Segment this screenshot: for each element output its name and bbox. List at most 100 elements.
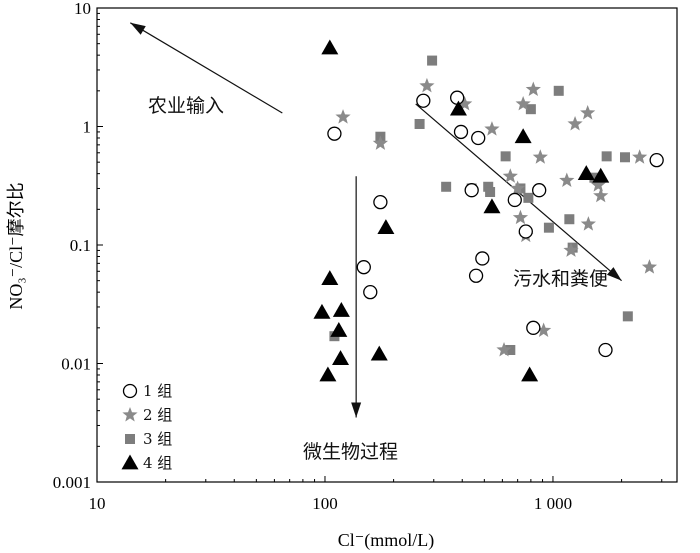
y-tick-label: 0.001 xyxy=(53,473,91,492)
data-point-series-1 xyxy=(363,285,378,300)
data-point-series-2 xyxy=(502,168,518,183)
data-point-series-2 xyxy=(563,242,579,257)
data-point-series-3 xyxy=(505,344,516,355)
data-point-series-3 xyxy=(525,104,536,115)
legend-label-2: 2 组 xyxy=(143,406,172,424)
data-point-series-1 xyxy=(526,320,541,335)
annotation-microbial: 微生物过程 xyxy=(303,441,398,463)
data-point-series-2 xyxy=(536,322,552,337)
data-point-series-1 xyxy=(453,124,469,140)
trend-arrow-head xyxy=(351,402,362,418)
x-tick-label: 10 xyxy=(89,494,106,513)
trend-arrow-head xyxy=(606,267,622,281)
data-point-series-3 xyxy=(427,55,438,66)
data-point-series-2 xyxy=(559,172,575,187)
y-tick-label: 1 xyxy=(83,118,92,137)
data-point-series-4 xyxy=(313,303,331,319)
data-point-series-2 xyxy=(580,216,596,231)
data-point-series-2 xyxy=(510,180,526,195)
legend-label-3: 3 组 xyxy=(143,430,172,448)
legend-marker-1 xyxy=(122,383,138,399)
data-point-series-3 xyxy=(601,151,612,162)
data-point-series-3 xyxy=(500,151,511,162)
data-point-series-1 xyxy=(507,192,522,208)
data-point-series-1 xyxy=(356,260,371,275)
data-point-series-1 xyxy=(475,251,490,266)
data-point-series-2 xyxy=(580,105,596,120)
data-point-series-2 xyxy=(372,135,388,150)
data-point-series-1 xyxy=(450,90,465,105)
data-point-series-4 xyxy=(483,198,501,214)
data-point-series-4 xyxy=(449,100,467,116)
y-axis-label: NO₃⁻/Cl⁻摩尔比 xyxy=(6,182,26,309)
data-point-series-4 xyxy=(321,39,339,55)
data-point-series-2 xyxy=(532,149,548,164)
data-point-series-3 xyxy=(622,311,633,322)
data-point-series-3 xyxy=(564,214,575,225)
data-point-series-3 xyxy=(414,118,425,129)
data-point-series-4 xyxy=(330,321,348,337)
data-point-series-1 xyxy=(649,153,664,168)
data-point-series-2 xyxy=(484,121,500,136)
legend: 1 组 2 组 3 组 4 组 xyxy=(121,382,172,472)
data-point-series-2 xyxy=(512,209,529,225)
data-point-series-3 xyxy=(619,152,630,163)
data-point-series-1 xyxy=(518,224,533,239)
data-point-series-1 xyxy=(464,183,479,198)
data-point-series-2 xyxy=(590,177,606,192)
annotation-agriculture: 农业输入 xyxy=(148,95,224,117)
data-point-series-2 xyxy=(419,77,435,93)
data-point-series-2 xyxy=(525,81,541,97)
data-point-series-2 xyxy=(515,95,531,111)
data-point-series-4 xyxy=(377,219,395,235)
y-tick-label: 0.1 xyxy=(70,236,91,255)
data-point-series-2 xyxy=(567,115,583,131)
annotation-sewage: 污水和粪便 xyxy=(513,268,608,290)
data-point-series-1 xyxy=(598,342,613,358)
legend-marker-2 xyxy=(122,407,138,422)
legend-label-1: 1 组 xyxy=(143,382,172,400)
data-point-series-4 xyxy=(319,366,337,382)
data-point-series-2 xyxy=(593,187,609,203)
data-point-series-1 xyxy=(468,268,484,283)
data-point-series-3 xyxy=(553,85,564,96)
data-point-series-2 xyxy=(457,95,473,111)
data-point-series-4 xyxy=(321,270,339,286)
data-point-series-2 xyxy=(641,259,658,274)
data-point-series-4 xyxy=(332,302,350,317)
data-point-series-1 xyxy=(532,183,547,198)
data-point-series-3 xyxy=(543,222,554,233)
x-tick-label: 100 xyxy=(312,494,338,513)
plot-frame xyxy=(96,7,678,483)
tick-layer: 10 100 1 000 10 1 0.1 0.01 0.001 xyxy=(53,0,663,513)
data-point-series-3 xyxy=(485,187,496,198)
trend-arrow-line xyxy=(130,22,283,114)
trend-arrow-head xyxy=(130,22,146,35)
legend-marker-4 xyxy=(121,454,139,470)
data-point-series-2 xyxy=(632,149,648,164)
x-tick-label: 1 000 xyxy=(534,494,572,513)
data-point-series-4 xyxy=(592,167,610,183)
data-point-series-4 xyxy=(521,366,539,382)
data-point-series-1 xyxy=(471,130,486,146)
data-point-series-1 xyxy=(416,93,431,108)
data-point-series-2 xyxy=(335,109,351,124)
data-point-series-4 xyxy=(370,345,388,361)
data-point-series-4 xyxy=(514,128,532,144)
data-points xyxy=(313,39,664,382)
y-tick-label: 0.01 xyxy=(61,355,91,374)
legend-marker-3 xyxy=(125,434,135,444)
data-point-series-2 xyxy=(496,342,512,357)
y-tick-label: 10 xyxy=(74,0,91,18)
data-point-series-3 xyxy=(441,181,452,192)
legend-label-4: 4 组 xyxy=(143,454,172,472)
data-point-series-1 xyxy=(327,126,342,141)
x-axis-label: Cl⁻(mmol/L) xyxy=(338,530,435,551)
data-point-series-3 xyxy=(483,181,494,192)
data-point-series-3 xyxy=(523,192,534,203)
data-point-series-4 xyxy=(332,350,350,365)
data-point-series-4 xyxy=(577,165,595,181)
data-point-series-1 xyxy=(373,194,388,210)
data-point-series-3 xyxy=(589,172,600,183)
